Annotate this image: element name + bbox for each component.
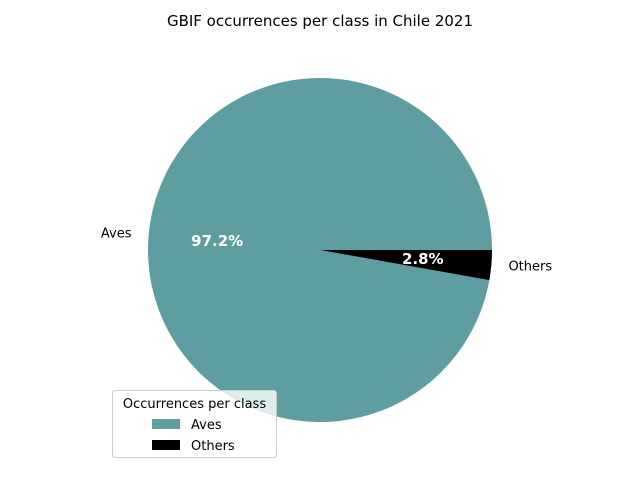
legend-swatch-aves — [152, 419, 180, 429]
pie-slice-aves — [147, 77, 492, 422]
pie-slice-others — [320, 250, 492, 281]
legend-label-others: Others — [191, 439, 235, 454]
legend-swatch-others — [152, 440, 180, 450]
slice-label-others: Others — [508, 260, 552, 275]
slice-percent-others: 2.8% — [402, 250, 444, 268]
legend-label-aves: Aves — [191, 418, 222, 433]
chart-title: GBIF occurrences per class in Chile 2021 — [167, 12, 473, 30]
slice-percent-aves: 97.2% — [191, 232, 243, 250]
legend: Occurrences per class Aves Others — [112, 390, 277, 458]
slice-label-aves: Aves — [101, 226, 132, 241]
legend-title: Occurrences per class — [123, 397, 266, 412]
pie-labels: Aves 97.2% Others 2.8% — [101, 226, 552, 274]
pie-slices — [147, 77, 492, 422]
